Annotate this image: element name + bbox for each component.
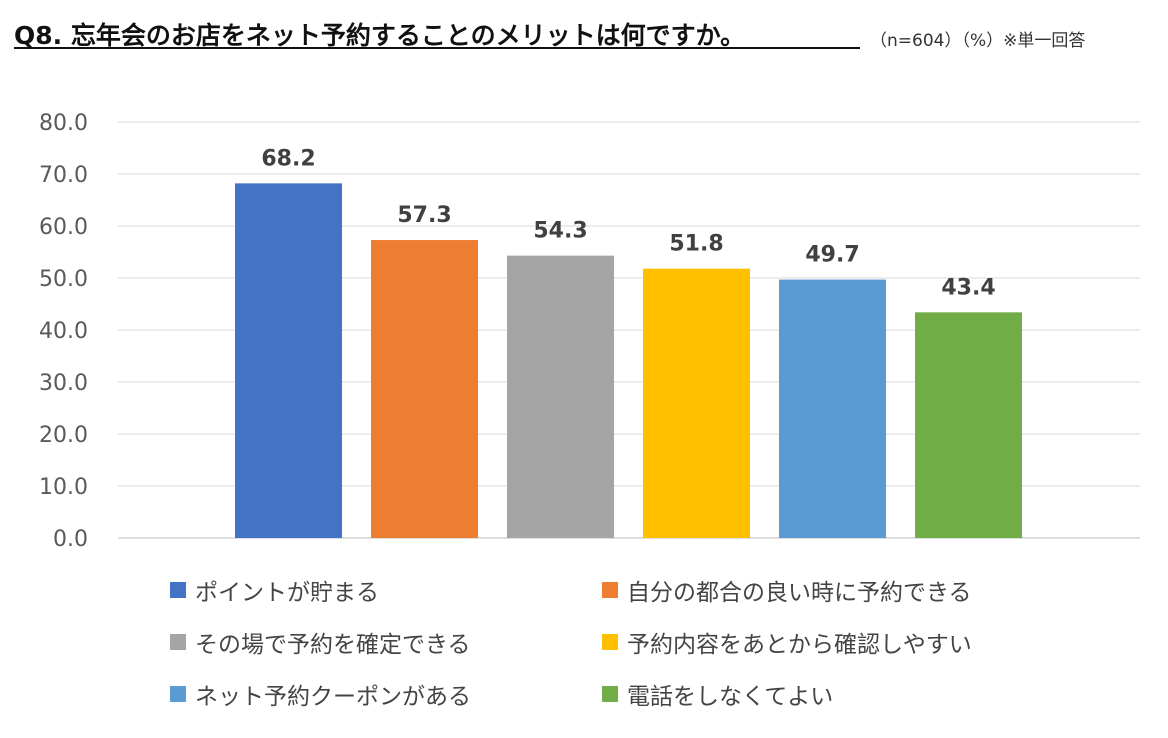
bar-chart: 0.0 10.0 20.0 30.0 40.0 50.0 60.0 70.0 80.0 68.2… [39,111,1140,552]
legend-swatch [170,634,186,650]
bar [235,183,342,539]
y-tick-label: 50.0 [39,267,88,292]
data-label: 57.3 [397,203,451,228]
legend-label: 電話をしなくてよい [627,684,834,710]
bar [371,240,478,539]
legend-item: ネット予約クーポンがある [170,676,471,712]
legend-item: その場で予約を確定できる [170,624,471,660]
y-tick-label: 60.0 [39,215,88,240]
legend-item: 自分の都合の良い時に予約できる [602,572,972,608]
legend-swatch [170,582,186,598]
legend-label: ポイントが貯まる [195,580,379,606]
y-tick-label: 80.0 [39,111,88,136]
legend-swatch [170,686,186,702]
y-tick-label: 40.0 [39,319,88,344]
data-label: 51.8 [669,232,723,257]
y-tick-label: 20.0 [39,423,88,448]
title-row: Q8. 忘年会のお店をネット予約することのメリットは何ですか。 （n=604）（… [14,14,1154,54]
y-tick-label: 30.0 [39,371,88,396]
legend-label: 自分の都合の良い時に予約できる [627,580,972,606]
legend-label: その場で予約を確定できる [195,632,471,658]
legend-swatch [602,686,618,702]
data-label: 43.4 [941,275,995,300]
bar [643,268,750,538]
y-tick-label: 70.0 [39,163,88,188]
title-underline [14,47,860,49]
legend: ポイントが貯まる 自分の都合の良い時に予約できるその場で予約を確定できる 予約内容を… [170,566,1070,726]
legend-item: 予約内容をあとから確認しやすい [602,624,972,660]
bar [507,255,614,538]
legend-label: ネット予約クーポンがある [195,684,471,710]
legend-swatch [602,582,618,598]
chart-title: Q8. 忘年会のお店をネット予約することのメリットは何ですか。 [14,21,746,50]
sample-note: （n=604）（%）※単一回答 [870,31,1086,51]
bars [235,183,1022,539]
y-axis-ticks: 0.0 10.0 20.0 30.0 40.0 50.0 60.0 70.0 80.0 [39,111,88,552]
bar [779,279,886,538]
legend-label: 予約内容をあとから確認しやすい [627,632,972,658]
legend-item: 電話をしなくてよい [602,676,833,712]
y-tick-label: 10.0 [39,475,88,500]
data-labels: 68.2 57.3 54.3 51.8 49.7 43.4 [261,146,995,300]
legend-swatch [602,634,618,650]
legend-item: ポイントが貯まる [170,572,379,608]
data-label: 49.7 [805,243,859,268]
y-tick-label: 0.0 [53,527,88,552]
data-label: 68.2 [261,146,315,171]
data-label: 54.3 [533,219,587,244]
bar [915,312,1022,538]
